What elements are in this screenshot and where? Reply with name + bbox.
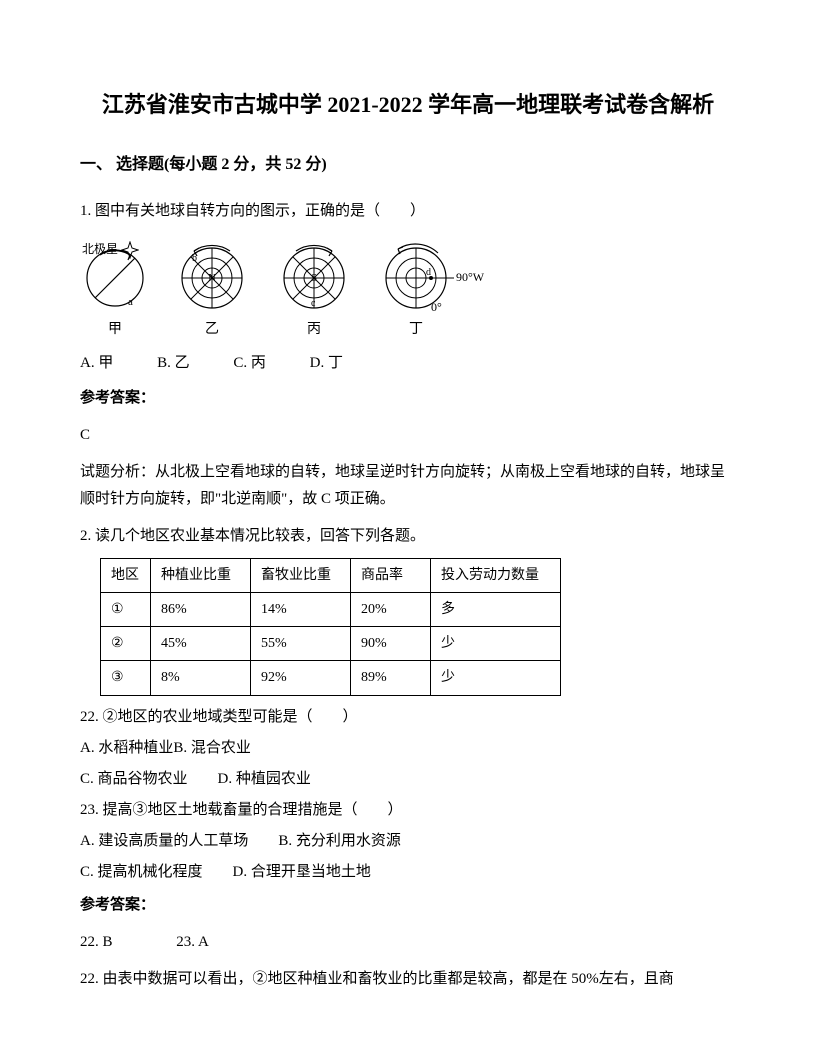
q1-opt-b: B. 乙: [157, 355, 190, 371]
q2-sub23: 23. 提高③地区土地载畜量的合理措施是（ ）: [80, 797, 736, 824]
table-row: ①86%14%20%多: [101, 592, 561, 626]
page-title: 江苏省淮安市古城中学 2021-2022 学年高一地理联考试卷含解析: [80, 90, 736, 121]
q1-options: A. 甲 B. 乙 C. 丙 D. 丁: [80, 350, 736, 377]
table-cell: 8%: [151, 661, 251, 695]
table-header-cell: 种植业比重: [151, 558, 251, 592]
q2-answers: 22. B 23. A: [80, 929, 736, 956]
q1-opt-c: C. 丙: [233, 355, 266, 371]
table-cell: 少: [431, 661, 561, 695]
table-cell: ①: [101, 592, 151, 626]
table-header-cell: 畜牧业比重: [251, 558, 351, 592]
label-yi: 乙: [172, 317, 252, 342]
q2-sub23-opts1: A. 建设高质量的人工草场 B. 充分利用水资源: [80, 828, 736, 855]
svg-text:S: S: [311, 272, 317, 284]
diagram-yi: N b: [172, 243, 252, 313]
table-cell: 14%: [251, 592, 351, 626]
table-cell: 55%: [251, 627, 351, 661]
lon-0: 0°: [431, 300, 442, 313]
section-heading: 一、 选择题(每小题 2 分，共 52 分): [80, 151, 736, 180]
q1-answer: C: [80, 422, 736, 449]
q2-sub22-opts1: A. 水稻种植业B. 混合农业: [80, 735, 736, 762]
polaris-label: 北极星: [82, 239, 139, 261]
table-header-cell: 商品率: [351, 558, 431, 592]
label-bing: 丙: [274, 317, 354, 342]
q2-explain22: 22. 由表中数据可以看出，②地区种植业和畜牧业的比重都是较高，都是在 50%左…: [80, 966, 736, 993]
label-ding: 丁: [376, 317, 456, 342]
ans-23: 23. A: [176, 934, 209, 950]
q1-answer-heading: 参考答案：: [80, 385, 736, 412]
lon-90w: 90°W: [456, 270, 485, 284]
table-cell: 少: [431, 627, 561, 661]
diagram-bing: S c: [274, 243, 354, 313]
label-jia: 甲: [80, 317, 150, 342]
table-cell: ②: [101, 627, 151, 661]
q1-opt-a: A. 甲: [80, 355, 113, 371]
q1-text: 1. 图中有关地球自转方向的图示，正确的是（ ）: [80, 198, 736, 225]
table-cell: 86%: [151, 592, 251, 626]
q2-table: 地区种植业比重畜牧业比重商品率投入劳动力数量①86%14%20%多②45%55%…: [100, 558, 561, 696]
q2-sub23-opts2: C. 提高机械化程度 D. 合理开垦当地土地: [80, 859, 736, 886]
q2-sub22-opts2: C. 商品谷物农业 D. 种植园农业: [80, 766, 736, 793]
svg-text:a: a: [128, 296, 133, 308]
q2-sub22: 22. ②地区的农业地域类型可能是（ ）: [80, 704, 736, 731]
table-row: ②45%55%90%少: [101, 627, 561, 661]
q1-diagrams: 北极星 a N b: [80, 243, 736, 342]
q1-opt-d: D. 丁: [310, 355, 343, 371]
table-cell: 20%: [351, 592, 431, 626]
q2-answer-heading: 参考答案：: [80, 892, 736, 919]
q2-intro: 2. 读几个地区农业基本情况比较表，回答下列各题。: [80, 523, 736, 550]
table-header-cell: 投入劳动力数量: [431, 558, 561, 592]
table-cell: 89%: [351, 661, 431, 695]
polaris-text: 北极星: [82, 242, 118, 256]
ans-22: 22. B: [80, 934, 113, 950]
table-header-cell: 地区: [101, 558, 151, 592]
svg-text:N: N: [208, 272, 216, 284]
svg-text:c: c: [311, 298, 316, 309]
table-cell: 92%: [251, 661, 351, 695]
diagram-ding: d 90°W 0°: [376, 243, 496, 313]
table-cell: 45%: [151, 627, 251, 661]
q1-analysis: 试题分析：从北极上空看地球的自转，地球呈逆时针方向旋转；从南极上空看地球的自转，…: [80, 459, 736, 513]
table-cell: 多: [431, 592, 561, 626]
table-cell: ③: [101, 661, 151, 695]
table-cell: 90%: [351, 627, 431, 661]
table-row: ③8%92%89%少: [101, 661, 561, 695]
